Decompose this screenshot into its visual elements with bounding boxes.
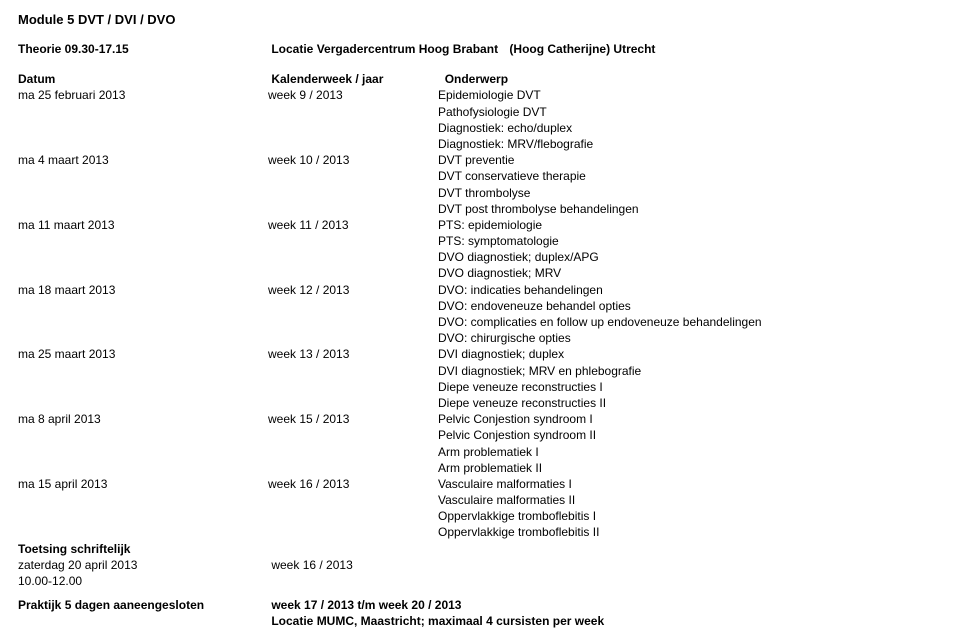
schedule-topic: Oppervlakkige tromboflebitis II [438, 524, 599, 540]
schedule-topic: DVO: endoveneuze behandel opties [438, 298, 631, 314]
schedule-datum: ma 25 februari 2013 [18, 87, 268, 103]
schedule-topic: Diagnostiek: MRV/flebografie [438, 136, 593, 152]
module-title: Module 5 DVT / DVI / DVO [18, 12, 942, 27]
theorie-row: Theorie 09.30-17.15 Locatie Vergadercent… [18, 41, 942, 57]
schedule-topic: DVO diagnostiek; duplex/APG [438, 249, 599, 265]
praktijk-row: Praktijk 5 dagen aaneengesloten week 17 … [18, 597, 942, 613]
schedule-week: week 11 / 2013 [268, 217, 438, 233]
schedule-line: Diagnostiek: MRV/flebografie [18, 136, 942, 152]
schedule-line: DVO: endoveneuze behandel opties [18, 298, 942, 314]
toetsing-week: week 16 / 2013 [271, 557, 441, 573]
schedule-topic: Diepe veneuze reconstructies II [438, 395, 606, 411]
schedule-line: PTS: symptomatologie [18, 233, 942, 249]
schedule-week: week 9 / 2013 [268, 87, 438, 103]
schedule-line: DVT post thrombolyse behandelingen [18, 201, 942, 217]
praktijk-week: week 17 / 2013 t/m week 20 / 2013 [271, 597, 461, 613]
schedule-topic: Pelvic Conjestion syndroom I [438, 411, 593, 427]
schedule-datum: ma 11 maart 2013 [18, 217, 268, 233]
schedule-topic: DVO: chirurgische opties [438, 330, 571, 346]
schedule-topic: Diagnostiek: echo/duplex [438, 120, 572, 136]
schedule-topic: Epidemiologie DVT [438, 87, 541, 103]
schedule-topic: DVO diagnostiek; MRV [438, 265, 561, 281]
schedule-week: week 15 / 2013 [268, 411, 438, 427]
schedule-line: ma 25 maart 2013week 13 / 2013DVI diagno… [18, 346, 942, 362]
schedule-line: DVT thrombolyse [18, 185, 942, 201]
schedule-line: DVO diagnostiek; MRV [18, 265, 942, 281]
schedule-line: Pelvic Conjestion syndroom II [18, 427, 942, 443]
schedule-topic: Diepe veneuze reconstructies I [438, 379, 603, 395]
header-week: Kalenderweek / jaar [271, 71, 441, 87]
schedule-topic: PTS: epidemiologie [438, 217, 542, 233]
schedule-topic: Vasculaire malformaties II [438, 492, 575, 508]
schedule-topic: DVO: complicaties en follow up endoveneu… [438, 314, 762, 330]
schedule-topic: Arm problematiek I [438, 444, 539, 460]
schedule-topic: DVT thrombolyse [438, 185, 530, 201]
schedule-week: week 12 / 2013 [268, 282, 438, 298]
schedule-topic: DVI diagnostiek; duplex [438, 346, 564, 362]
schedule-topic: DVT conservatieve therapie [438, 168, 586, 184]
schedule-week: week 13 / 2013 [268, 346, 438, 362]
schedule-datum: ma 8 april 2013 [18, 411, 268, 427]
schedule-line: Pathofysiologie DVT [18, 104, 942, 120]
schedule-topic: DVT preventie [438, 152, 514, 168]
schedule-line: Diagnostiek: echo/duplex [18, 120, 942, 136]
schedule-datum: ma 25 maart 2013 [18, 346, 268, 362]
schedule-week: week 10 / 2013 [268, 152, 438, 168]
toetsing-row: zaterdag 20 april 2013 week 16 / 2013 [18, 557, 942, 573]
header-onderwerp: Onderwerp [445, 71, 508, 87]
theorie-label: Theorie 09.30-17.15 [18, 41, 268, 57]
schedule-topic: DVO: indicaties behandelingen [438, 282, 603, 298]
schedule-line: Arm problematiek I [18, 444, 942, 460]
header-datum: Datum [18, 71, 268, 87]
schedule-topic: DVI diagnostiek; MRV en phlebografie [438, 363, 641, 379]
praktijk-label: Praktijk 5 dagen aaneengesloten [18, 597, 268, 613]
schedule-line: DVT conservatieve therapie [18, 168, 942, 184]
toetsing-datum: zaterdag 20 april 2013 [18, 557, 268, 573]
schedule-line: ma 4 maart 2013week 10 / 2013DVT prevent… [18, 152, 942, 168]
schedule-topic: Pelvic Conjestion syndroom II [438, 427, 596, 443]
schedule-line: ma 25 februari 2013week 9 / 2013Epidemio… [18, 87, 942, 103]
schedule-topic: Vasculaire malformaties I [438, 476, 572, 492]
schedule-line: Diepe veneuze reconstructies II [18, 395, 942, 411]
theorie-plaats: (Hoog Catherijne) Utrecht [509, 41, 655, 57]
schedule-line: Oppervlakkige tromboflebitis II [18, 524, 942, 540]
schedule-line: Vasculaire malformaties II [18, 492, 942, 508]
schedule-datum: ma 15 april 2013 [18, 476, 268, 492]
schedule-line: DVI diagnostiek; MRV en phlebografie [18, 363, 942, 379]
schedule-week: week 16 / 2013 [268, 476, 438, 492]
schedule-line: Oppervlakkige tromboflebitis I [18, 508, 942, 524]
schedule-topic: Oppervlakkige tromboflebitis I [438, 508, 596, 524]
praktijk-locatie-row: Locatie MUMC, Maastricht; maximaal 4 cur… [18, 613, 942, 629]
toetsing-heading: Toetsing schriftelijk [18, 541, 942, 557]
schedule-line: ma 15 april 2013week 16 / 2013Vasculaire… [18, 476, 942, 492]
schedule-body: ma 25 februari 2013week 9 / 2013Epidemio… [18, 87, 942, 540]
header-row: Datum Kalenderweek / jaar Onderwerp [18, 71, 942, 87]
schedule-line: DVO diagnostiek; duplex/APG [18, 249, 942, 265]
schedule-datum: ma 18 maart 2013 [18, 282, 268, 298]
theorie-locatie: Locatie Vergadercentrum Hoog Brabant [271, 41, 498, 57]
schedule-line: Diepe veneuze reconstructies I [18, 379, 942, 395]
schedule-datum: ma 4 maart 2013 [18, 152, 268, 168]
schedule-topic: Pathofysiologie DVT [438, 104, 547, 120]
schedule-line: Arm problematiek II [18, 460, 942, 476]
schedule-topic: PTS: symptomatologie [438, 233, 559, 249]
schedule-line: ma 11 maart 2013week 11 / 2013PTS: epide… [18, 217, 942, 233]
schedule-topic: Arm problematiek II [438, 460, 542, 476]
schedule-line: ma 18 maart 2013week 12 / 2013DVO: indic… [18, 282, 942, 298]
schedule-line: DVO: complicaties en follow up endoveneu… [18, 314, 942, 330]
schedule-line: DVO: chirurgische opties [18, 330, 942, 346]
praktijk-locatie: Locatie MUMC, Maastricht; maximaal 4 cur… [271, 613, 604, 629]
schedule-topic: DVT post thrombolyse behandelingen [438, 201, 639, 217]
schedule-line: ma 8 april 2013week 15 / 2013Pelvic Conj… [18, 411, 942, 427]
toetsing-tijd: 10.00-12.00 [18, 573, 942, 589]
